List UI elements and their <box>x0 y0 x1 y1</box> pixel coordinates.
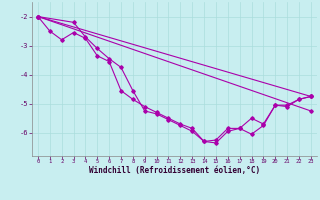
X-axis label: Windchill (Refroidissement éolien,°C): Windchill (Refroidissement éolien,°C) <box>89 166 260 175</box>
